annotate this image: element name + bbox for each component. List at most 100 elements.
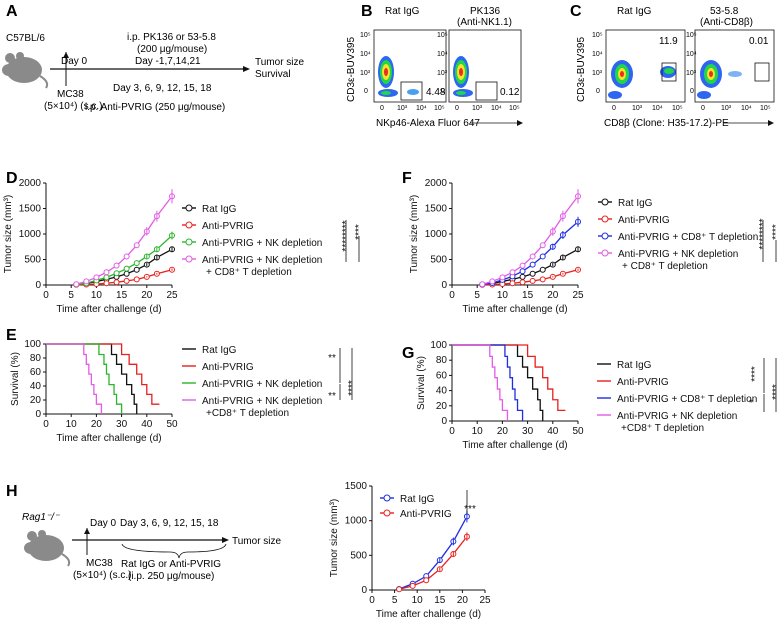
panel-b-ytick-0: 10⁵ [360, 32, 371, 39]
panel-c-ytick-3: 0 [596, 88, 600, 95]
chart-d-point [113, 270, 120, 277]
panel-letter-a: A [6, 3, 18, 20]
chart-e-sig-label: **** [347, 380, 358, 396]
chart-f-point [539, 266, 546, 273]
chart-d-point [113, 262, 120, 269]
chart-d-series-3 [76, 195, 173, 285]
chart-e-ytick-label: 100 [24, 339, 41, 350]
chart-h-point [409, 582, 416, 589]
chart-d-legend-marker [185, 238, 193, 246]
chart-f-legend-label: Rat IgG [618, 198, 653, 209]
panel-c-flow: Rat IgG 53-5.8 (Anti-CD8β) 11.9 0.01 10⁵… [576, 6, 775, 129]
panel-a-cells: (5×10⁴) (s.c.) [44, 101, 102, 112]
chart-g-xtick-label: 10 [472, 426, 484, 437]
chart-h-legend-marker [383, 494, 391, 502]
chart-g-xtick-label: 50 [572, 426, 584, 437]
chart-g-ytick-label: 60 [436, 370, 448, 381]
panel-a-dep-days: Day -1,7,14,21 [135, 56, 201, 67]
panel-b-right-title-2: (Anti-NK1.1) [457, 17, 512, 28]
chart-d-point [133, 266, 140, 273]
chart-f-xtick-label: 20 [547, 290, 559, 301]
panel-a-dep-line1: i.p. PK136 or 53-5.8 [127, 32, 216, 43]
panel-letter-c: C [570, 3, 582, 20]
chart-d-point [103, 280, 110, 287]
chart-f-ytick-label: 500 [430, 255, 447, 266]
panel-b-xtick-2: 10⁴ [416, 105, 427, 112]
chart-e-legend-label: Anti-PVRIG + NK depletion [202, 379, 322, 390]
chart-d-point [123, 265, 130, 272]
panel-b-left-density [378, 56, 419, 97]
panel-h-strain: Rag1⁻/⁻ [22, 512, 60, 523]
panel-a-strain: C57BL/6 [6, 33, 45, 44]
chart-f-legend-marker [601, 198, 609, 206]
panel-h-schedule: Rag1⁻/⁻ Day 0 MC38 (5×10⁴) (s.c.) Day 3,… [22, 512, 282, 582]
chart-f-point [539, 276, 546, 283]
panel-b-xtick-r2: 10⁴ [491, 105, 502, 112]
chart-h-series-1 [398, 536, 468, 590]
panel-b-xtick-r1: 10³ [472, 105, 483, 112]
panel-b-ytick-r3: 0 [441, 88, 445, 95]
chart-h-xtick-label: 5 [392, 595, 398, 606]
panel-b-left-gate [400, 81, 423, 101]
panel-c-ylabel: CD3ε-BUV395 [576, 37, 587, 102]
chart-f-legend-label: Anti-PVRIG + CD8⁺ T depletion [618, 232, 758, 243]
chart-d-ytick-label: 1500 [19, 204, 42, 215]
chart-g-ytick-label: 100 [430, 340, 447, 351]
chart-e-legend-label: Rat IgG [202, 345, 237, 356]
panel-b-xtick-r3: 10⁵ [509, 105, 520, 112]
chart-f-xtick-label: 0 [449, 290, 455, 301]
panel-c-right-plot [694, 29, 775, 103]
chart-h-xlabel: Time after challenge (d) [376, 609, 481, 620]
panel-h-endpoint: Tumor size [232, 536, 282, 547]
chart-e-ytick-label: 60 [30, 367, 42, 378]
chart-h-xtick-label: 25 [479, 595, 491, 606]
chart-f-legend-marker [601, 249, 609, 257]
chart-h-legend-label: Anti-PVRIG [400, 509, 452, 520]
panel-c-xtick-r0: 0 [701, 105, 705, 112]
panel-h-trt-days: Day 3, 6, 9, 12, 15, 18 [120, 518, 219, 529]
panel-h-trt-label2: (i.p. 250 μg/mouse) [128, 571, 214, 582]
chart-d-legend-label: Anti-PVRIG [202, 221, 254, 232]
panel-a-mc38: MC38 [57, 89, 84, 100]
panel-letter-b: B [361, 3, 373, 20]
chart-d-legend-label: + CD8⁺ T depletion [206, 267, 292, 278]
panel-b-xtick-0: 0 [380, 105, 384, 112]
panel-c-ytick-1: 10⁴ [592, 51, 603, 58]
chart-f-point [529, 277, 536, 284]
chart-e-xtick-label: 30 [116, 419, 128, 430]
chart-e-sig-label: ** [328, 353, 336, 364]
panel-h-trt-label1: Rat IgG or Anti-PVRIG [121, 559, 221, 570]
panel-h-mc38: MC38 [86, 558, 113, 569]
panel-b-right-density [453, 56, 473, 97]
panel-c-right-density [697, 60, 742, 99]
panel-a-trt-days: Day 3, 6, 9, 12, 15, 18 [113, 83, 212, 94]
chart-d-xtick-label: 10 [91, 290, 103, 301]
panel-c-xtick-1: 10³ [632, 105, 643, 112]
chart-h-legend-marker [383, 509, 391, 517]
chart-f-point [529, 253, 536, 260]
chart-e-ytick-label: 0 [35, 409, 41, 420]
panel-c-right-gate [754, 62, 770, 82]
chart-h-sig-label: *** [464, 504, 476, 515]
chart-d-point [123, 270, 130, 277]
panel-b-ytick-r2: 10³ [437, 70, 448, 77]
panel-b-left-pct: 4.48 [426, 87, 446, 98]
chart-h-ylabel: Tumor size (mm³) [329, 499, 340, 578]
chart-g-series-2 [452, 344, 524, 421]
chart-d-xtick-label: 0 [43, 290, 49, 301]
panel-c-right-title-2: (Anti-CD8β) [700, 17, 753, 28]
chart-d-point [103, 269, 110, 276]
chart-e-ylabel: Survival (%) [10, 352, 21, 406]
mouse-icon [2, 52, 49, 89]
chart-d-legend-label: Rat IgG [202, 204, 237, 215]
chart-f-ytick-label: 0 [441, 280, 447, 291]
chart-g-sig-label: * [749, 398, 753, 409]
chart-h-xtick-label: 20 [457, 595, 469, 606]
chart-f-point [479, 281, 486, 288]
chart-e-xtick-label: 40 [141, 419, 153, 430]
panel-c-ytick-0: 10⁵ [592, 32, 603, 39]
chart-d-ytick-label: 0 [35, 280, 41, 291]
chart-h-xtick-label: 0 [369, 595, 375, 606]
chart-d-point [123, 253, 130, 260]
panel-a-trt-label: i.p. Anti-PVRIG (250 μg/mouse) [85, 102, 225, 113]
